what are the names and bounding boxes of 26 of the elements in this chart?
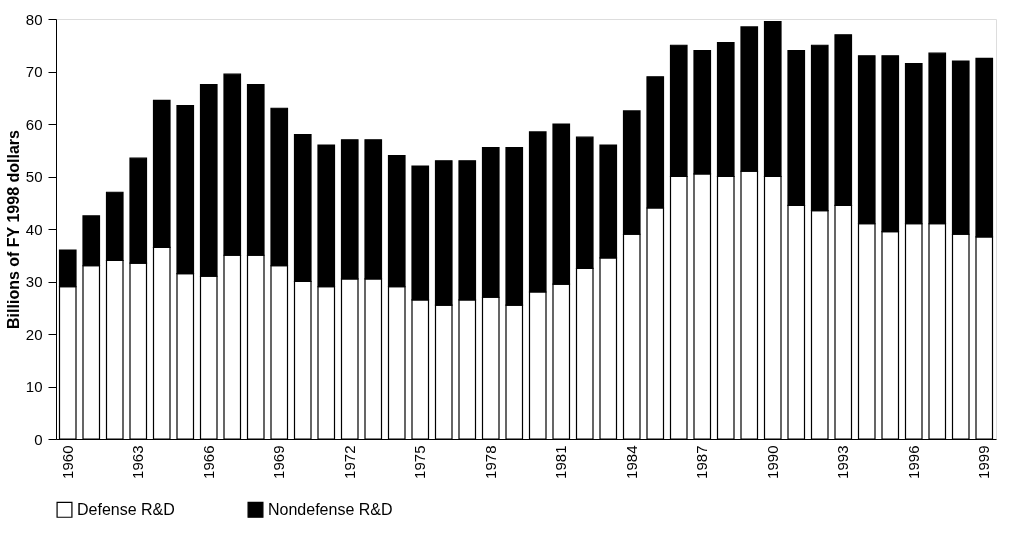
x-tick-label: 1981	[552, 445, 570, 479]
x-tick-label: 1972	[340, 445, 358, 479]
x-tick-label: 1999	[975, 445, 993, 479]
y-tick-label: 60	[25, 115, 43, 133]
x-tick-label: 1975	[411, 445, 429, 479]
x-tick-label: 1996	[904, 445, 922, 479]
y-tick-label: 80	[25, 10, 43, 28]
y-tick-label: 20	[25, 325, 43, 343]
x-tick-label: 1969	[270, 445, 288, 479]
x-tick-label: 1963	[129, 445, 147, 479]
y-tick-label: 40	[25, 220, 43, 238]
y-tick-label: 70	[25, 63, 43, 80]
x-tick-label: 1978	[481, 445, 499, 479]
legend-label: Nondefense R&D	[268, 500, 393, 518]
y-tick-label: 0	[34, 430, 43, 448]
x-tick-label: 1993	[834, 445, 852, 479]
x-tick-label: 1990	[763, 445, 781, 479]
x-tick-label: 1987	[693, 445, 711, 479]
y-tick-label: 30	[25, 273, 43, 290]
x-tick-label: 1960	[58, 445, 76, 479]
legend-label: Defense R&D	[77, 500, 175, 518]
x-tick-label: 1984	[622, 445, 640, 479]
y-tick-label: 10	[25, 378, 43, 395]
y-tick-label: 50	[25, 168, 43, 185]
y-axis-title: Billions of FY 1998 dollars	[4, 129, 22, 329]
x-tick-label: 1966	[199, 445, 217, 479]
